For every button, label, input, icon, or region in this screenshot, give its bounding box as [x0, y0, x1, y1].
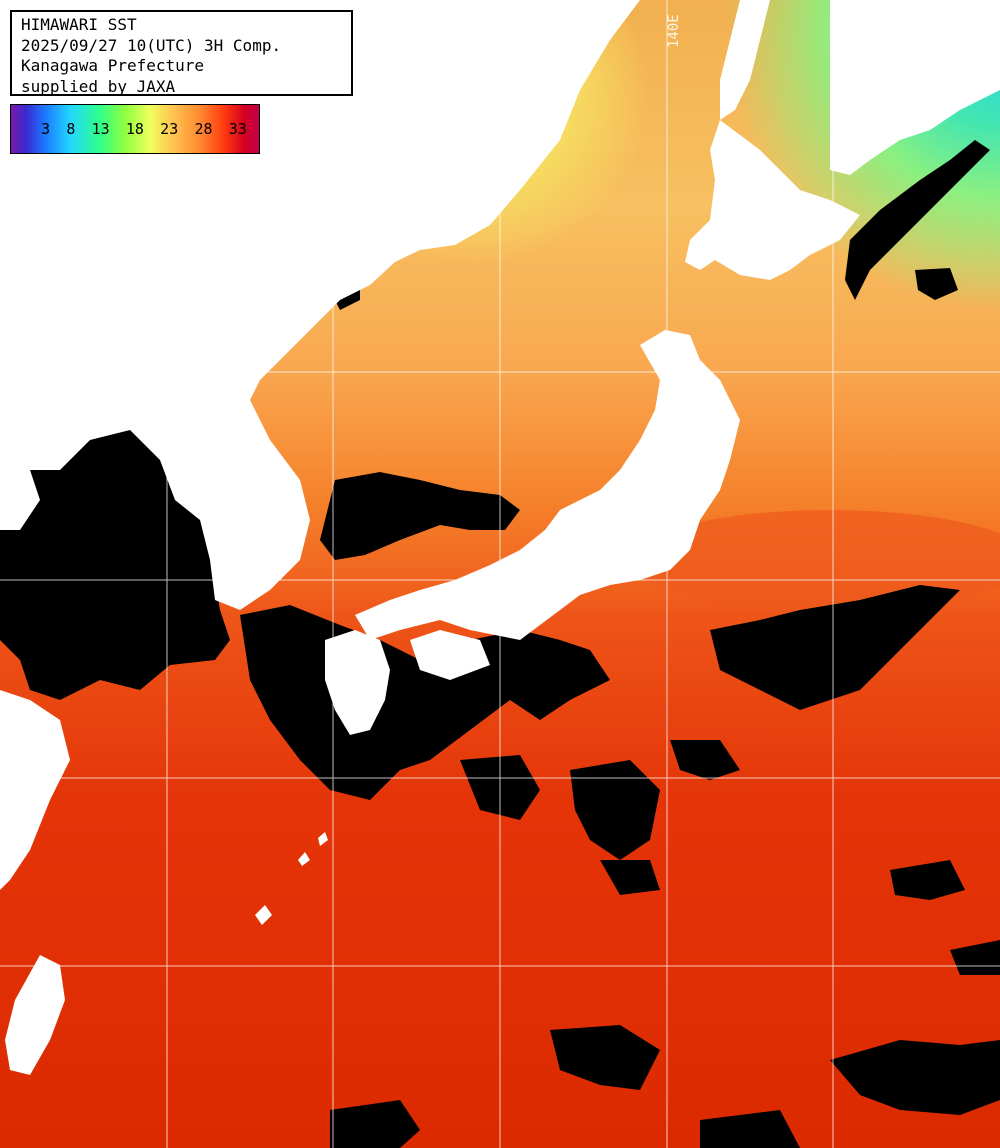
cloud-tsushima: [320, 472, 520, 560]
land-china-east: [0, 690, 70, 890]
cloud-south-4: [600, 860, 660, 895]
legend-tick: 23: [160, 120, 179, 138]
cloud-bottom-2: [830, 1040, 1000, 1115]
legend-tick: 28: [194, 120, 213, 138]
land-shikoku: [410, 630, 490, 680]
legend-tick: 8: [66, 120, 76, 138]
cloud-south-3: [670, 740, 740, 780]
land-korea-bay-west: [0, 470, 40, 530]
cloud-bottom-3: [330, 1100, 420, 1148]
cloud-southeast-1: [890, 860, 965, 900]
cloud-east-pacific: [710, 585, 960, 710]
cloud-south-2: [570, 760, 660, 860]
land-honshu: [355, 330, 740, 640]
land-ryukyu: [255, 832, 328, 925]
land-sakhalin: [720, 0, 770, 120]
grid-label-140e: 140E: [666, 14, 682, 48]
land-kyushu: [325, 630, 390, 735]
legend-tick: 18: [125, 120, 144, 138]
land-kamchatka-kurils: [830, 0, 1000, 175]
legend-tick: 3: [41, 120, 51, 138]
land-hokkaido: [685, 120, 860, 280]
grid-label-30n: 30N: [20, 760, 46, 776]
cloud-bottom-1: [550, 1025, 660, 1090]
legend-tick: 13: [91, 120, 110, 138]
title-supplier: supplied by JAXA: [21, 76, 176, 96]
title-box: HIMAWARI SST 2025/09/27 10(UTC) 3H Comp.…: [10, 10, 353, 96]
grid-label-40n: 40N: [12, 352, 38, 368]
legend-tick: 33: [228, 120, 247, 138]
cloud-bottom-4: [700, 1110, 800, 1148]
land-taiwan: [5, 955, 65, 1075]
cloud-kurils: [845, 140, 990, 300]
warm-band: [630, 510, 1000, 610]
title-source: Kanagawa Prefecture: [21, 56, 205, 75]
title-datetime: 2025/09/27 10(UTC) 3H Comp.: [21, 35, 282, 55]
color-scale-legend: 3 8 13 18 23 28 33: [10, 104, 260, 154]
title-product: HIMAWARI SST: [21, 15, 137, 34]
cloud-hokkaido-east: [915, 268, 958, 300]
